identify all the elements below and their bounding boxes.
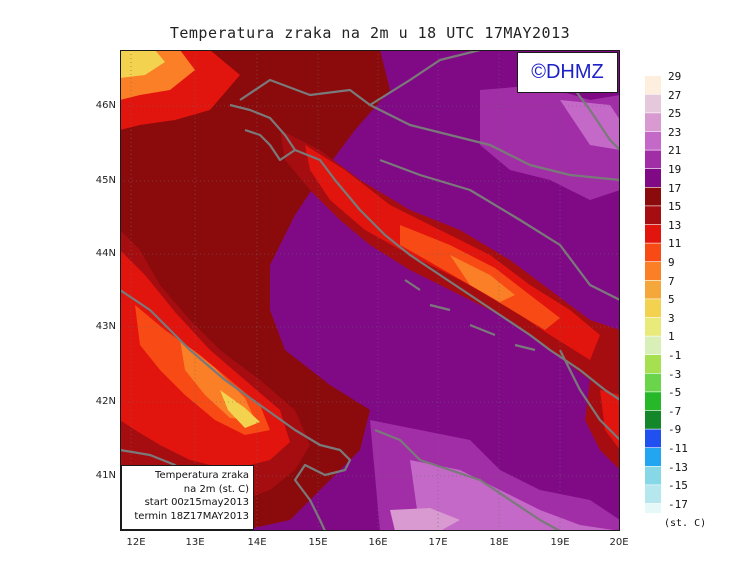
legend-label: 1 <box>668 330 675 344</box>
legend-swatch <box>645 448 661 466</box>
info-line-1: Temperatura zraka <box>155 470 249 481</box>
lon-label-12e: 12E <box>126 537 146 548</box>
lon-label-16e: 16E <box>368 537 388 548</box>
legend-label: -17 <box>668 497 688 511</box>
legend-unit: (st. C) <box>664 518 707 529</box>
legend-swatch <box>645 373 661 392</box>
legend-label: 13 <box>668 218 682 232</box>
legend-label: -9 <box>668 423 682 437</box>
legend-swatch <box>645 485 661 504</box>
lon-label-17e: 17E <box>428 537 448 548</box>
legend-swatch <box>645 392 661 411</box>
legend-label: 15 <box>668 200 682 214</box>
temperature-legend <box>645 76 661 513</box>
legend-swatch <box>645 410 661 429</box>
legend-swatch <box>645 187 661 206</box>
border-bosnia <box>379 158 620 301</box>
lat-label-44n: 44N <box>95 248 116 259</box>
legend-label: 9 <box>668 256 675 269</box>
border-montenegro <box>559 349 620 441</box>
field-light-se3 <box>390 508 460 531</box>
legend-swatch <box>645 280 661 299</box>
copyright-badge: ©DHMZ <box>517 52 618 93</box>
legend-swatch <box>645 429 661 448</box>
legend-swatch <box>645 76 661 94</box>
legend-label: -13 <box>668 460 688 474</box>
lon-label-13e: 13E <box>185 537 205 548</box>
legend-label: 23 <box>668 125 682 139</box>
legend-label: 17 <box>668 181 682 195</box>
lon-label-19e: 19E <box>550 537 570 548</box>
legend-swatch <box>645 169 661 187</box>
legend-label: 11 <box>668 237 682 251</box>
legend-label: -7 <box>668 404 682 418</box>
legend-swatch <box>645 299 661 318</box>
legend-swatch <box>645 503 661 513</box>
legend-swatch <box>645 317 661 336</box>
field-yellow-italy <box>220 390 260 428</box>
legend-swatch <box>645 150 661 169</box>
legend-label: -1 <box>668 349 682 362</box>
grid <box>120 50 620 531</box>
legend-swatch <box>645 94 661 113</box>
legend-label: 7 <box>668 274 675 288</box>
field-amber-italy <box>180 340 255 420</box>
legend-swatch <box>645 224 661 243</box>
info-line-3: start 00z15may2013 <box>144 497 249 508</box>
legend-label: 29 <box>668 70 682 83</box>
legend-swatch <box>645 131 661 150</box>
legend-label: 19 <box>668 163 682 176</box>
legend-label: 27 <box>668 88 682 102</box>
border-slovenia <box>239 78 371 106</box>
legend-label: 21 <box>668 144 682 158</box>
legend-label: -5 <box>668 386 682 400</box>
lat-label-45n: 45N <box>95 175 116 186</box>
coastlines <box>120 50 620 531</box>
legend-swatch <box>645 243 661 262</box>
lat-label-42n: 42N <box>95 396 116 407</box>
legend-label: -3 <box>668 367 682 381</box>
lon-label-18e: 18E <box>489 537 509 548</box>
map-title: Temperatura zraka na 2m u 18 UTC 17MAY20… <box>169 24 571 42</box>
coastline-croatia <box>294 148 620 401</box>
legend-swatch <box>645 355 661 373</box>
legend-swatch <box>645 206 661 225</box>
lon-label-15e: 15E <box>308 537 328 548</box>
legend-swatch <box>645 113 661 132</box>
lat-label-41n: 41N <box>95 470 116 481</box>
info-line-2: na 2m (st. C) <box>183 483 249 495</box>
legend-swatch <box>645 262 661 280</box>
field-light-se2 <box>410 460 620 531</box>
legend-swatch <box>645 336 661 355</box>
map-border <box>120 50 620 531</box>
legend-label: 5 <box>668 293 675 307</box>
lon-label-20e: 20E <box>609 537 629 548</box>
coastline-italy-east <box>120 289 352 531</box>
lat-label-46n: 46N <box>95 100 116 111</box>
coastline-albania <box>374 428 561 531</box>
lat-label-43n: 43N <box>95 321 116 332</box>
border-hungary <box>369 50 481 106</box>
border-croatia-north <box>369 104 620 182</box>
lon-label-14e: 14E <box>247 537 267 548</box>
legend-label: -11 <box>668 442 688 455</box>
info-box: Temperatura zraka na 2m (st. C) start 00… <box>121 465 254 530</box>
legend-swatch <box>645 466 661 485</box>
coastline-islands <box>404 279 536 352</box>
legend-label: -15 <box>668 479 688 493</box>
info-line-4: termin 18Z17MAY2013 <box>134 510 249 522</box>
legend-label: 3 <box>668 311 675 325</box>
temperature-map <box>120 50 620 531</box>
field-cool-ne2 <box>560 100 620 150</box>
legend-label: 25 <box>668 107 682 121</box>
